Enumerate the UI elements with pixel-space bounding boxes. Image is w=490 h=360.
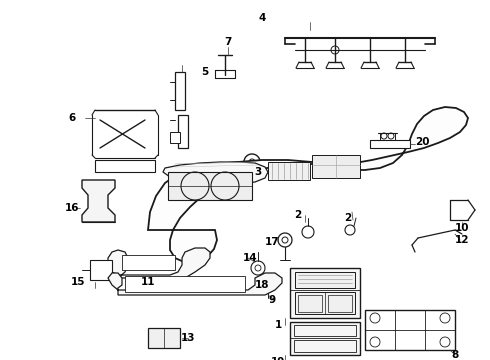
Text: 16: 16 (65, 203, 79, 213)
Text: 6: 6 (69, 113, 75, 123)
Text: 8: 8 (451, 350, 459, 360)
Polygon shape (108, 273, 282, 295)
Polygon shape (163, 162, 268, 185)
Polygon shape (268, 162, 310, 180)
Polygon shape (370, 140, 410, 148)
Polygon shape (178, 115, 188, 148)
Text: 15: 15 (71, 277, 85, 287)
Polygon shape (170, 132, 180, 143)
Polygon shape (148, 328, 180, 348)
Text: 18: 18 (255, 280, 269, 290)
Text: 1: 1 (274, 320, 282, 330)
Text: 10: 10 (455, 223, 469, 233)
Polygon shape (295, 292, 355, 314)
Text: 5: 5 (201, 67, 209, 77)
Text: 11: 11 (141, 277, 155, 287)
Text: 17: 17 (265, 237, 279, 247)
Polygon shape (90, 260, 112, 280)
Text: 9: 9 (269, 295, 275, 305)
Polygon shape (108, 248, 210, 278)
Text: 2: 2 (344, 213, 352, 223)
Text: 13: 13 (181, 333, 195, 343)
Text: 4: 4 (258, 13, 266, 23)
Text: 20: 20 (415, 137, 429, 147)
Polygon shape (95, 160, 155, 172)
Polygon shape (290, 322, 360, 355)
Polygon shape (295, 272, 355, 288)
Polygon shape (290, 268, 360, 318)
Polygon shape (168, 172, 252, 200)
Text: 7: 7 (224, 37, 232, 47)
Polygon shape (312, 155, 360, 178)
Text: 19: 19 (271, 357, 285, 360)
Polygon shape (82, 180, 115, 222)
Text: 2: 2 (294, 210, 302, 220)
Polygon shape (365, 310, 455, 350)
Text: 12: 12 (455, 235, 469, 245)
Text: 3: 3 (254, 167, 262, 177)
Polygon shape (148, 107, 468, 262)
Polygon shape (122, 255, 175, 270)
Polygon shape (175, 72, 185, 110)
Text: 14: 14 (243, 253, 257, 263)
Polygon shape (125, 276, 245, 292)
